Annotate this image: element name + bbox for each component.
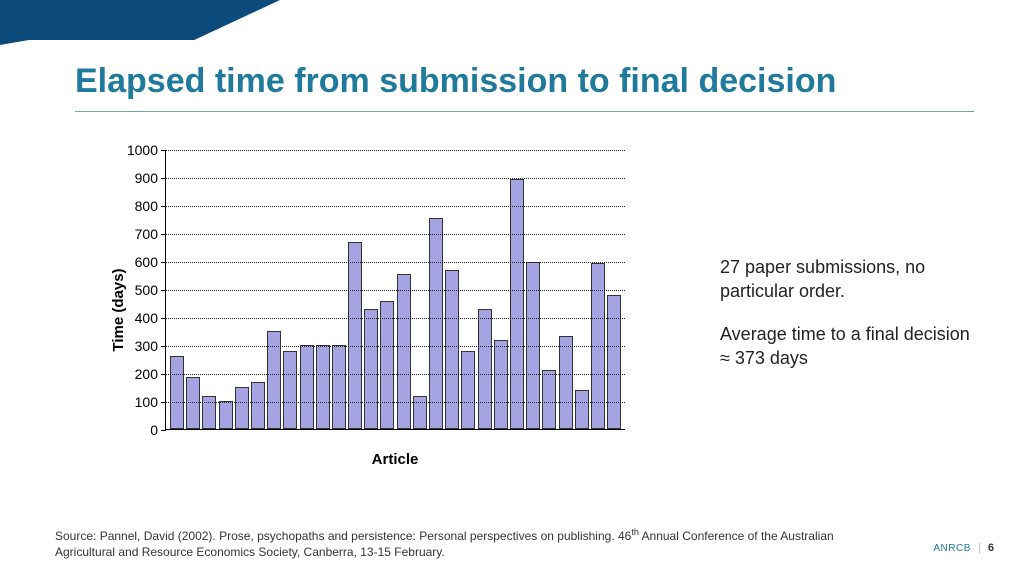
footer-sep: | (978, 542, 981, 554)
y-axis-label: Time (days) (110, 268, 127, 351)
gridline (166, 318, 625, 319)
y-tick-label: 300 (135, 338, 166, 354)
footer-page-number: 6 (988, 542, 994, 554)
source-prefix: Source: Pannel, David (2002). Prose, psy… (55, 529, 631, 543)
bar-chart: Time (days) 0100200300400500600700800900… (95, 140, 655, 480)
bar (413, 396, 427, 429)
bar (202, 396, 216, 429)
page-title: Elapsed time from submission to final de… (75, 62, 974, 112)
bar (186, 377, 200, 429)
footer-brand: ANRCB (933, 543, 971, 554)
bar (332, 345, 346, 429)
y-tick-label: 0 (150, 422, 166, 438)
gridline (166, 206, 625, 207)
bar (510, 179, 524, 429)
y-tick-label: 500 (135, 282, 166, 298)
source-sup: th (631, 527, 639, 537)
y-tick-label: 900 (135, 170, 166, 186)
gridline (166, 234, 625, 235)
gridline (166, 150, 625, 151)
gridline (166, 374, 625, 375)
bar (429, 218, 443, 429)
y-tick-label: 600 (135, 254, 166, 270)
bar (283, 351, 297, 429)
bar (219, 401, 233, 429)
bar (300, 345, 314, 429)
source-citation: Source: Pannel, David (2002). Prose, psy… (55, 526, 835, 560)
y-tick-label: 100 (135, 394, 166, 410)
y-tick-label: 1000 (127, 142, 166, 158)
y-tick-label: 700 (135, 226, 166, 242)
annotation-line-2: Average time to a final decision ≈ 373 d… (720, 322, 980, 371)
decor-triangle-dark (0, 0, 260, 45)
gridline (166, 402, 625, 403)
gridline (166, 290, 625, 291)
y-tick-label: 200 (135, 366, 166, 382)
bar (316, 345, 330, 429)
bar (461, 351, 475, 429)
gridline (166, 178, 625, 179)
bar (559, 336, 573, 429)
gridline (166, 346, 625, 347)
bar (235, 387, 249, 429)
bar (575, 390, 589, 429)
bar (170, 356, 184, 429)
bar (380, 301, 394, 429)
footer: ANRCB | 6 (933, 542, 994, 554)
annotation-text: 27 paper submissions, no particular orde… (720, 255, 980, 388)
bar (445, 270, 459, 429)
bar (494, 340, 508, 429)
bar (397, 274, 411, 429)
bar (364, 309, 378, 429)
x-axis-label: Article (165, 451, 625, 468)
gridline (166, 262, 625, 263)
plot-area: 01002003004005006007008009001000 (165, 150, 625, 430)
y-tick-label: 800 (135, 198, 166, 214)
bar (542, 370, 556, 429)
bar (607, 295, 621, 429)
bar (478, 309, 492, 429)
bar (251, 382, 265, 429)
annotation-line-1: 27 paper submissions, no particular orde… (720, 255, 980, 304)
bar (348, 242, 362, 429)
y-tick-label: 400 (135, 310, 166, 326)
